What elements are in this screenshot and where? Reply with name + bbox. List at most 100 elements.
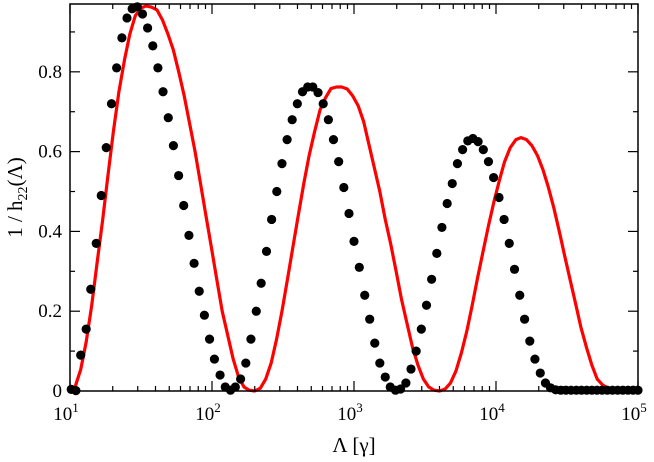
data-point [380,372,390,382]
x-tick-label-base: 10 [621,404,640,425]
x-tick-label: 101 [53,400,79,425]
x-tick-label-exponent: 3 [356,400,363,415]
data-point [267,214,277,225]
data-point [478,145,488,155]
data-point [370,338,380,348]
data-point [148,41,158,51]
data-point [241,358,251,368]
data-point [174,170,184,181]
x-tick-label-exponent: 2 [214,400,221,415]
x-tick-label-exponent: 4 [498,400,505,415]
data-point [199,310,209,320]
data-point [349,236,359,246]
data-point [256,278,266,288]
data-point [96,190,106,201]
data-point [499,214,509,225]
data-point [81,324,91,334]
data-point [432,248,442,258]
x-tick-label: 105 [621,400,647,425]
y-tick-label: 0.6 [38,142,62,163]
data-point [204,334,215,344]
fit-curve-layer [68,4,638,393]
data-point [91,238,101,248]
data-point [246,334,256,344]
data-point [287,115,297,125]
x-tick-label: 104 [479,400,505,425]
data-point [328,135,339,145]
y-tick-label: 0.8 [38,62,62,83]
data-point [318,99,328,109]
data-point [375,358,385,368]
data-point [535,368,545,378]
data-point [101,143,111,153]
x-tick-label-exponent: 5 [640,400,647,415]
plot-frame [69,3,639,392]
x-tick-label-base: 10 [337,404,356,425]
y-axis-label-suffix: (Λ) [3,157,27,186]
series-line [68,4,638,393]
data-point [416,324,426,334]
data-point [137,9,148,19]
y-tick-label: 0 [53,381,63,402]
data-point [313,87,323,98]
y-axis-label-main: 1 / h [3,200,27,238]
data-point [494,192,504,203]
x-tick-label-base: 10 [479,404,498,425]
data-point [411,346,421,356]
data-point [122,13,132,23]
data-point [354,262,364,272]
data-point [473,137,483,147]
data-point [209,354,220,364]
x-tick-label-exponent: 1 [72,400,79,415]
data-point [76,350,86,360]
y-axis-label-subscript: 22 [16,186,31,200]
data-point [277,158,287,169]
data-point [504,238,514,248]
data-point [106,99,117,109]
data-point [117,33,127,43]
data-point [153,63,163,73]
x-tick-label: 103 [337,400,363,425]
data-point [282,135,292,145]
x-tick-label-base: 10 [53,404,72,425]
data-point [339,182,349,193]
data-point [323,115,333,125]
data-point [437,222,447,233]
data-point [406,364,416,374]
data-point [483,156,494,167]
data-point [401,378,411,388]
data-point [530,354,540,364]
data-point [143,23,153,33]
data-point [163,113,173,123]
data-point [179,200,189,211]
data-point [158,87,168,97]
data-point [458,145,468,155]
y-axis-label: 1 / h22(Λ) [3,157,31,238]
data-point [272,186,282,197]
data-point [452,158,463,169]
data-point [236,374,246,384]
data-point [194,286,204,296]
x-tick-label-base: 10 [195,404,214,425]
data-point [230,382,240,392]
data-point [489,172,499,183]
data-point [344,208,354,219]
data-point [421,300,432,310]
data-point [427,274,437,284]
data-point [515,290,525,300]
x-tick-label: 102 [195,400,221,425]
data-point [525,336,535,346]
data-point [292,99,302,109]
data-point [251,306,261,316]
data-point [509,264,520,274]
ticks-layer [69,4,639,392]
data-point [334,156,344,167]
y-tick-label: 0.2 [38,301,62,322]
data-point [86,284,96,294]
data-point [189,258,199,268]
x-axis-label: Λ [γ] [332,433,375,457]
data-point [442,198,452,209]
data-point [365,314,375,324]
